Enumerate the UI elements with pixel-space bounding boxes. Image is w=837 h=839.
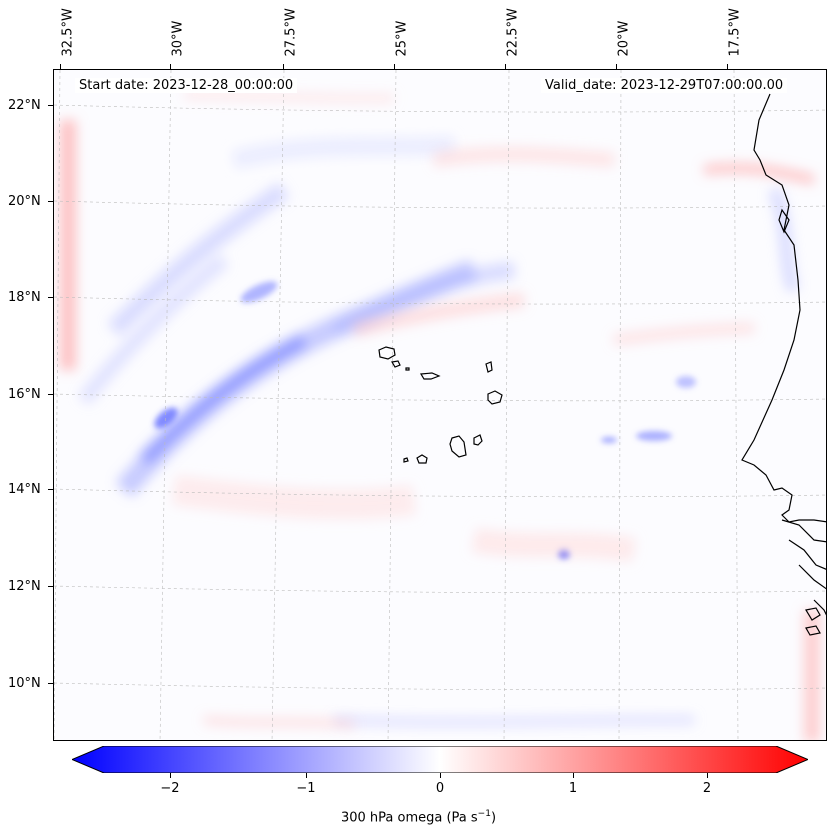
island-boa-vista [487,390,503,405]
ascent-cores [154,281,696,559]
lon-label-20w: 20°W [616,20,632,57]
omega-field-map [54,70,826,740]
island-santiago [449,435,467,458]
colorbar-label-1: 1 [568,781,578,796]
colorbar-tick [707,773,708,778]
island-fogo [416,454,428,464]
lon-label-27-5w: 27.5°W [283,8,299,57]
island-sal [485,361,493,373]
african-coastline [741,93,826,636]
colorbar-label-0: 0 [435,781,445,796]
colorbar-label-minus-2: −2 [160,781,180,796]
colorbar-title: 300 hPa omega (Pa s−1) [340,809,497,826]
lat-tick [48,201,53,202]
lat-label-18n: 18°N [8,290,41,305]
lon-tick [283,64,284,69]
ascent-field [78,136,800,727]
descent-field [60,90,820,740]
colorbar-tick [306,773,307,778]
lat-tick [48,683,53,684]
lat-tick [48,586,53,587]
colorbar-tick [573,773,574,778]
map-frame [53,69,827,741]
lat-tick [48,297,53,298]
lon-label-17-5w: 17.5°W [727,8,743,57]
cabo-verde-islands [378,346,503,464]
lon-label-30w: 30°W [170,20,186,57]
island-santo-antao [378,346,396,360]
lat-label-20n: 20°N [8,194,41,209]
lat-tick [48,489,53,490]
island-santa-luzia [405,367,410,371]
colorbar-tick [440,773,441,778]
island-sao-nicolau [419,372,441,380]
lat-tick [48,394,53,395]
lon-label-32-5w: 32.5°W [60,8,76,57]
valid-date-label: Valid_date: 2023-12-29T07:00:00.00 [541,78,788,93]
lat-tick [48,105,53,106]
graticule [54,70,826,740]
lon-tick [616,64,617,69]
lon-tick [170,64,171,69]
colorbar [72,746,808,773]
lat-label-14n: 14°N [8,482,41,497]
island-sao-vicente [391,360,401,368]
lat-label-16n: 16°N [8,387,41,402]
lon-tick [727,64,728,69]
colorbar-label-2: 2 [702,781,712,796]
lon-tick [505,64,506,69]
lon-tick [60,64,61,69]
lon-label-22-5w: 22.5°W [505,8,521,57]
lon-label-25w: 25°W [394,20,410,57]
island-maio [473,434,483,446]
colorbar-label-minus-1: −1 [296,781,316,796]
start-date-label: Start date: 2023-12-28_00:00:00 [75,78,298,93]
lon-tick [394,64,395,69]
lat-label-10n: 10°N [8,676,41,691]
colorbar-tick [170,773,171,778]
lat-label-22n: 22°N [8,98,41,113]
island-brava [403,457,409,463]
lat-label-12n: 12°N [8,579,41,594]
colorbar-gradient [72,746,808,773]
